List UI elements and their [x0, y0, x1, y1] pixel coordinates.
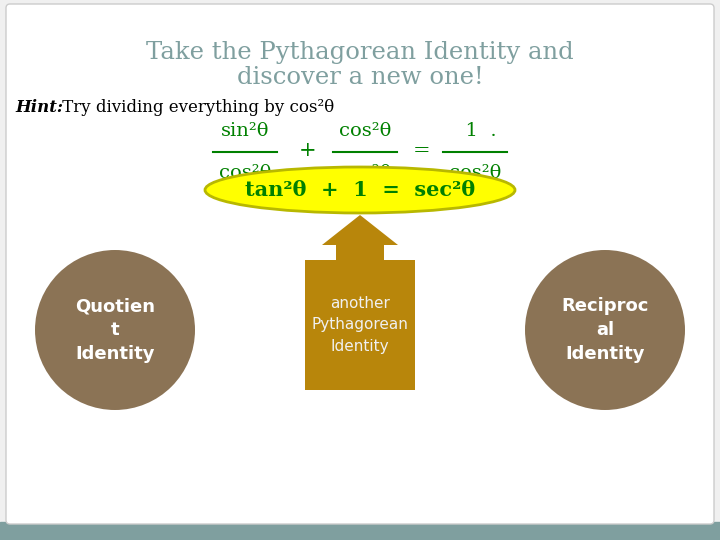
- Text: cos²θ: cos²θ: [219, 164, 271, 182]
- Text: cos²θ: cos²θ: [339, 122, 391, 140]
- Text: cos²θ: cos²θ: [339, 164, 391, 182]
- Text: sin²θ: sin²θ: [221, 122, 269, 140]
- FancyBboxPatch shape: [6, 4, 714, 524]
- Text: another
Pythagorean
Identity: another Pythagorean Identity: [312, 296, 408, 354]
- Text: Try dividing everything by cos²θ: Try dividing everything by cos²θ: [57, 99, 334, 117]
- Text: 1  .: 1 .: [453, 122, 497, 140]
- Circle shape: [35, 250, 195, 410]
- Circle shape: [525, 250, 685, 410]
- Text: =: =: [413, 141, 431, 160]
- Text: discover a new one!: discover a new one!: [237, 66, 483, 90]
- Text: tan²θ  +  1  =  sec²θ: tan²θ + 1 = sec²θ: [245, 180, 475, 200]
- Ellipse shape: [205, 167, 515, 213]
- Text: Hint:: Hint:: [15, 99, 63, 117]
- Text: +: +: [300, 141, 317, 160]
- Text: Reciproc
al
Identity: Reciproc al Identity: [562, 298, 649, 362]
- FancyArrow shape: [322, 215, 398, 260]
- Text: cos²θ: cos²θ: [449, 164, 501, 182]
- Bar: [0, 522, 720, 540]
- Text: Take the Pythagorean Identity and: Take the Pythagorean Identity and: [146, 40, 574, 64]
- Text: Quotien
t
Identity: Quotien t Identity: [75, 298, 155, 362]
- Bar: [305, 260, 415, 390]
